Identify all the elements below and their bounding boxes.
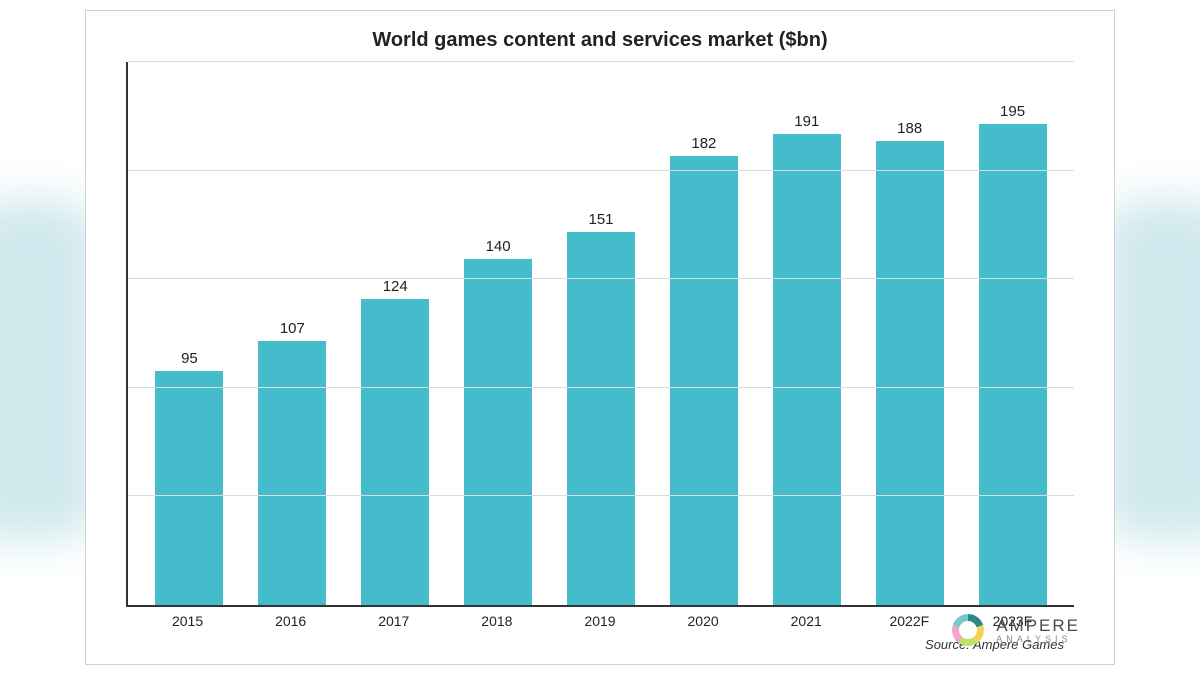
- bar: [155, 371, 223, 605]
- x-axis-label: 2015: [136, 609, 239, 633]
- bar-slot: 182: [652, 62, 755, 605]
- bar-value-label: 140: [486, 238, 511, 255]
- x-axis-label: 2021: [755, 609, 858, 633]
- bar-slot: 124: [344, 62, 447, 605]
- bar-slot: 191: [755, 62, 858, 605]
- gridline: [128, 387, 1074, 388]
- source-line: Source: Ampere Games: [116, 637, 1084, 652]
- decorative-blur-right: [1100, 200, 1200, 540]
- bar-slot: 107: [241, 62, 344, 605]
- bar: [670, 156, 738, 605]
- brand-name: AMPERE: [996, 617, 1080, 634]
- chart-title: World games content and services market …: [116, 29, 1084, 52]
- bar: [361, 299, 429, 605]
- bar: [876, 141, 944, 605]
- x-axis-label: 2017: [342, 609, 445, 633]
- bar: [258, 341, 326, 605]
- bar: [773, 134, 841, 605]
- bar: [567, 232, 635, 605]
- bar: [979, 124, 1047, 605]
- brand-ring-icon: [948, 610, 988, 650]
- chart-card: World games content and services market …: [85, 10, 1115, 665]
- plot: 95 107 124 140 151 182 191 188 195: [126, 62, 1074, 607]
- gridline: [128, 495, 1074, 496]
- bar: [464, 259, 532, 605]
- x-axis-label: 2019: [548, 609, 651, 633]
- bar-slot: 95: [138, 62, 241, 605]
- x-axis-label: 2020: [652, 609, 755, 633]
- gridline: [128, 170, 1074, 171]
- x-axis-label: 2018: [445, 609, 548, 633]
- bar-slot: 195: [961, 62, 1064, 605]
- x-axis-label: 2022F: [858, 609, 961, 633]
- bar-value-label: 195: [1000, 103, 1025, 120]
- bar-value-label: 151: [588, 211, 613, 228]
- bar-value-label: 191: [794, 113, 819, 130]
- bar-value-label: 107: [280, 320, 305, 337]
- bar-slot: 188: [858, 62, 961, 605]
- brand-logo: AMPERE ANALYSIS: [948, 610, 1080, 650]
- brand-subtitle: ANALYSIS: [996, 635, 1080, 644]
- bar-slot: 151: [550, 62, 653, 605]
- plot-area: 95107124140151182191188195 2015201620172…: [116, 62, 1084, 633]
- bar-value-label: 124: [383, 278, 408, 295]
- bar-value-label: 188: [897, 120, 922, 137]
- x-axis-label: 2016: [239, 609, 342, 633]
- gridline: [128, 61, 1074, 62]
- bar-value-label: 95: [181, 350, 198, 367]
- bar-slot: 140: [447, 62, 550, 605]
- bar-value-label: 182: [691, 135, 716, 152]
- gridline: [128, 278, 1074, 279]
- bars-container: 95 107 124 140 151 182 191 188 195: [128, 62, 1074, 605]
- x-axis-labels: 20152016201720182019202020212022F2023F: [126, 609, 1074, 633]
